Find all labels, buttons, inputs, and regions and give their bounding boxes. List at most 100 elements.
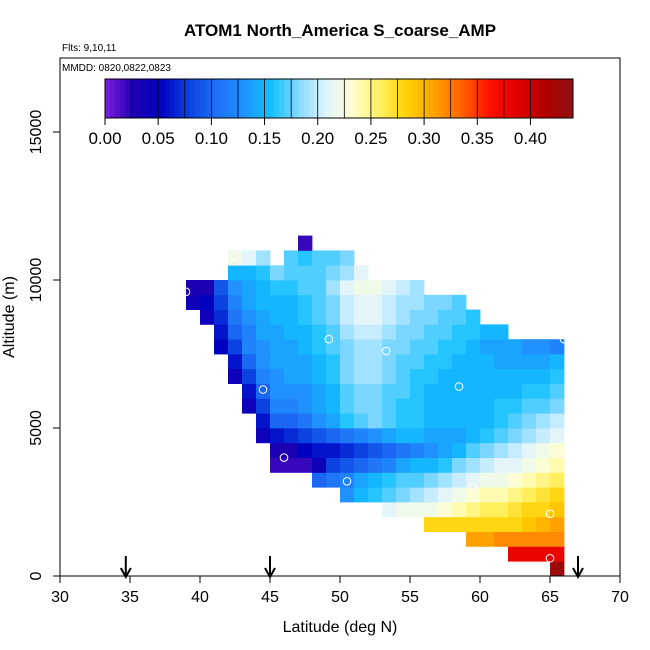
heatmap-cell: [522, 383, 537, 399]
colorbar-segment: [428, 79, 435, 118]
heatmap-cell: [214, 339, 229, 355]
heatmap-cell: [340, 339, 355, 355]
colorbar-segment: [433, 79, 440, 118]
colorbar-segment: [274, 79, 280, 118]
x-axis: 30 35 40 45 50 55 60 65 70: [51, 576, 629, 606]
y-tick-label: 15000: [28, 110, 45, 155]
heatmap-cell: [410, 502, 425, 518]
colorbar-segment: [234, 79, 240, 118]
heatmap-cell: [284, 265, 299, 281]
colorbar-segment: [513, 79, 519, 118]
colorbar-segment: [109, 79, 116, 118]
heatmap-cell: [508, 368, 523, 384]
colorbar-segment: [329, 79, 335, 118]
chart-title: ATOM1 North_America S_coarse_AMP: [184, 21, 496, 40]
heatmap-cell: [522, 413, 537, 429]
heatmap-cell: [368, 354, 383, 370]
heatmap-cell: [438, 368, 453, 384]
heatmap-cell: [424, 428, 439, 444]
colorbar-frame: [104, 78, 574, 119]
colorbar-tick-label: 0.30: [408, 129, 441, 148]
heatmap-cell: [494, 413, 509, 429]
heatmap-cell: [298, 294, 313, 310]
heatmap-cell: [396, 457, 411, 473]
heatmap-cell: [312, 457, 327, 473]
heatmap-cell: [452, 324, 467, 340]
heatmap-cell: [242, 309, 257, 325]
heatmap-cell: [508, 383, 523, 399]
heatmap-cell: [284, 354, 299, 370]
heatmap-cell: [536, 398, 551, 414]
heatmap-cell: [466, 502, 481, 518]
heatmap-cell: [536, 442, 551, 458]
heatmap-cell: [354, 428, 369, 444]
heatmap-cell: [452, 368, 467, 384]
heatmap-cell: [536, 516, 551, 532]
colorbar-segment: [498, 79, 504, 118]
heatmap-cell: [284, 309, 299, 325]
heatmap-cell: [410, 324, 425, 340]
heatmap-cell: [508, 413, 523, 429]
observation-point: [545, 509, 555, 519]
colorbar-segment: [373, 79, 380, 118]
colorbar-segment: [553, 79, 559, 118]
heatmap-cell: [312, 472, 327, 488]
heatmap-cell: [200, 309, 215, 325]
observation-point: [468, 482, 478, 492]
colorbar-segment: [453, 79, 459, 118]
heatmap-cell: [214, 280, 229, 296]
heatmap-cell: [298, 383, 313, 399]
x-tick-label: 60: [471, 589, 489, 606]
heatmap-cell: [382, 383, 397, 399]
heatmap-cell: [466, 309, 481, 325]
heatmap-cell: [256, 294, 271, 310]
colorbar-segment: [284, 79, 290, 118]
observation-point: [559, 334, 569, 344]
heatmap-cell: [354, 383, 369, 399]
colorbar-segment: [139, 79, 146, 118]
heatmap-cell: [298, 442, 313, 458]
heatmap-cell: [480, 502, 495, 518]
colorbar-segment: [413, 79, 420, 118]
heatmap-cell: [284, 280, 299, 296]
heatmap-cell: [298, 354, 313, 370]
heatmap-cell: [228, 354, 243, 370]
colorbar-segment: [478, 79, 484, 118]
colorbar-tick-label: 0.05: [142, 129, 175, 148]
colorbar-segment: [314, 79, 320, 118]
heatmap-cell: [536, 354, 551, 370]
heatmap-cell: [466, 457, 481, 473]
heatmap-cell: [522, 428, 537, 444]
heatmap-cell: [508, 472, 523, 488]
heatmap-cell: [382, 428, 397, 444]
heatmap-cell: [186, 280, 201, 296]
heatmap-cell: [396, 280, 411, 296]
heatmap-cell: [550, 502, 565, 518]
heatmap-cell: [354, 442, 369, 458]
heatmap-cell: [522, 442, 537, 458]
heatmap-cell: [312, 368, 327, 384]
heatmap-cell: [452, 383, 467, 399]
heatmap-cell: [242, 250, 257, 266]
heatmap-cell: [480, 428, 495, 444]
heatmap-cell: [550, 487, 565, 503]
colorbar-segment: [508, 79, 514, 118]
heatmap-cell: [508, 502, 523, 518]
colorbar-segment: [224, 79, 230, 118]
heatmap-cell: [438, 324, 453, 340]
heatmap-cell: [480, 324, 495, 340]
colorbar-segment: [319, 79, 325, 118]
heatmap-cell: [312, 294, 327, 310]
heatmap-cell: [494, 339, 509, 355]
heatmap-cell: [396, 398, 411, 414]
heatmap-cell: [396, 354, 411, 370]
heatmap-cell: [466, 354, 481, 370]
heatmap-cell: [522, 457, 537, 473]
heatmap-cell: [382, 487, 397, 503]
heatmap-cell: [256, 280, 271, 296]
heatmap-cell: [368, 428, 383, 444]
heatmap-cell: [298, 265, 313, 281]
colorbar-segment: [363, 79, 370, 118]
colorbar-tick-label: 0.15: [248, 129, 281, 148]
heatmap-cell: [438, 487, 453, 503]
